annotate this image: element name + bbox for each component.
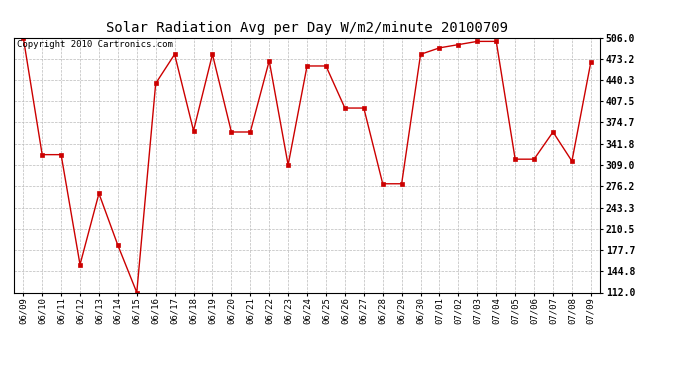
- Text: Copyright 2010 Cartronics.com: Copyright 2010 Cartronics.com: [17, 40, 172, 49]
- Title: Solar Radiation Avg per Day W/m2/minute 20100709: Solar Radiation Avg per Day W/m2/minute …: [106, 21, 508, 35]
